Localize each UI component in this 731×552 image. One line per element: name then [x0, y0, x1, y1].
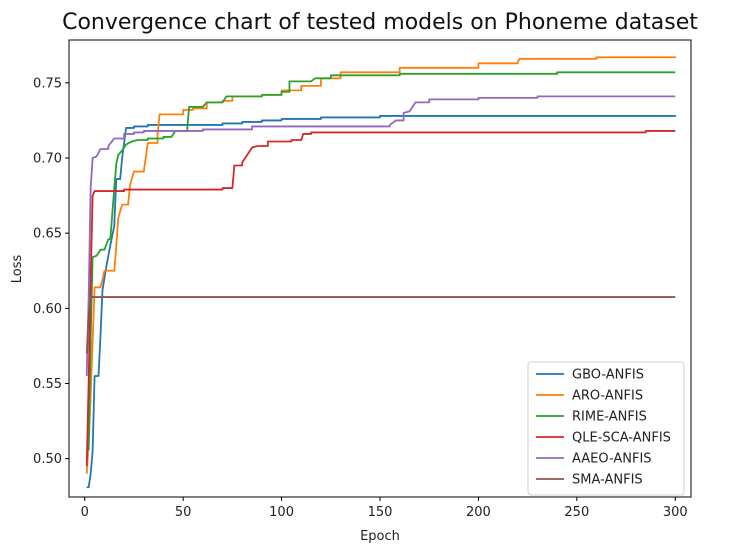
y-tick-label: 0.65 [33, 227, 62, 242]
x-tick-label: 150 [368, 505, 393, 520]
x-tick-label: 50 [175, 505, 192, 520]
legend-frame [527, 361, 685, 496]
series-line-aro-anfis [85, 56, 677, 474]
series-lines [85, 56, 677, 489]
x-tick-label: 200 [466, 505, 491, 520]
series-line-gbo-anfis [86, 115, 677, 489]
x-tick-label: 250 [564, 505, 589, 520]
y-tick-label: 0.55 [33, 377, 62, 392]
y-axis-ticks: 0.50 0.55 0.60 0.65 0.70 0.75 [33, 76, 69, 467]
y-tick-label: 0.50 [33, 452, 62, 467]
series-line-aaeo-anfis [85, 95, 676, 377]
legend-label: QLE-SCA-ANFIS [572, 431, 671, 446]
y-tick-label: 0.75 [33, 76, 62, 91]
legend-label: AAEO-ANFIS [572, 452, 652, 467]
x-axis-ticks: 0 50 100 150 200 250 300 [81, 497, 688, 520]
legend-label: RIME-ANFIS [572, 410, 647, 425]
legend-label: ARO-ANFIS [572, 389, 643, 404]
x-tick-label: 0 [81, 505, 89, 520]
legend-label: GBO-ANFIS [572, 368, 644, 383]
y-axis-label: Loss [10, 255, 25, 284]
legend: GBO-ANFIS ARO-ANFIS RIME-ANFIS QLE-SCA-ANFI… [527, 361, 685, 496]
series-line-sma-anfis [85, 296, 676, 354]
chart-title: Convergence chart of tested models on Ph… [62, 10, 698, 35]
x-tick-label: 300 [663, 505, 688, 520]
y-tick-label: 0.70 [33, 152, 62, 167]
x-axis-label: Epoch [360, 529, 400, 544]
series-line-qle-sca-anfis [85, 130, 676, 467]
legend-label: SMA-ANFIS [572, 473, 643, 488]
y-tick-label: 0.60 [33, 302, 62, 317]
x-tick-label: 100 [269, 505, 294, 520]
